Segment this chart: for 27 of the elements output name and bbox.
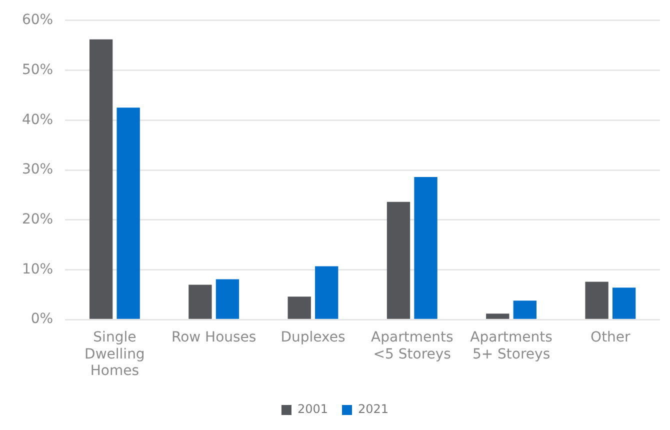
bar (216, 279, 240, 319)
bar (513, 300, 536, 319)
x-tick-label: Single Dwelling Homes (84, 330, 145, 380)
bar (315, 266, 338, 319)
x-tick-label: Other (590, 330, 631, 346)
y-tick-label: 30% (22, 162, 54, 178)
bar (585, 282, 608, 319)
y-tick-label: 50% (22, 62, 54, 78)
bar (288, 296, 311, 319)
bar (386, 202, 410, 319)
bar (116, 108, 140, 319)
y-tick-label: 10% (22, 261, 54, 278)
y-tick-label: 20% (22, 212, 54, 228)
bar (188, 284, 212, 319)
bar (89, 39, 113, 319)
bar (486, 314, 510, 319)
y-tick-label: 40% (22, 112, 54, 128)
x-tick-label: Row Houses (171, 330, 256, 346)
x-tick-label: Duplexes (280, 330, 346, 346)
y-tick-label: 0% (30, 311, 54, 328)
x-tick-label: Apartments 5+ Storeys (470, 330, 552, 362)
bar (414, 176, 438, 319)
y-tick-label: 60% (22, 12, 54, 28)
legend-label: 2021 (358, 402, 389, 416)
legend-label: 2001 (297, 402, 328, 416)
x-tick-label: Apartments <5 Storeys (371, 330, 454, 362)
bar (612, 288, 636, 319)
